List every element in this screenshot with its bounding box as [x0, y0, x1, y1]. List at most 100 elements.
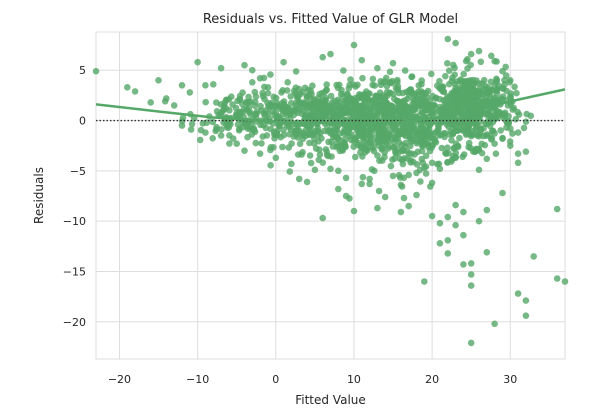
scatter-point — [418, 81, 425, 88]
scatter-point — [202, 129, 209, 136]
scatter-point — [385, 145, 392, 152]
scatter-point — [470, 118, 478, 125]
scatter-point — [553, 275, 561, 282]
scatter-point — [248, 131, 256, 138]
scatter-point — [335, 167, 342, 175]
scatter-point — [257, 102, 264, 110]
scatter-point — [194, 58, 201, 66]
scatter-point — [335, 185, 342, 193]
scatter-point — [470, 86, 478, 94]
scatter-point — [467, 61, 475, 69]
scatter-point — [445, 123, 452, 131]
scatter-point — [345, 85, 353, 92]
scatter-point — [358, 180, 366, 188]
scatter-point — [452, 39, 459, 47]
grid-lines — [95, 31, 566, 360]
scatter-point — [366, 97, 373, 104]
scatter-point — [383, 107, 391, 115]
scatter-point — [299, 88, 306, 96]
scatter-point — [469, 76, 477, 84]
chart-title: Residuals vs. Fitted Value of GLR Model — [203, 12, 458, 27]
scatter-point — [253, 108, 261, 115]
scatter-point — [486, 108, 493, 116]
scatter-point — [243, 99, 251, 107]
scatter-point — [483, 249, 491, 256]
scatter-point — [279, 143, 286, 151]
scatter-point — [455, 101, 463, 109]
x-tick-label: −10 — [186, 373, 209, 386]
scatter-point — [232, 104, 240, 112]
scatter-point — [369, 81, 376, 89]
scatter-point — [348, 116, 356, 123]
scatter-point — [295, 105, 303, 113]
scatter-point — [390, 115, 398, 122]
scatter-point — [342, 174, 350, 182]
scatter-point — [334, 102, 341, 109]
scatter-point — [460, 151, 468, 158]
scatter-point — [270, 93, 278, 101]
scatter-point — [366, 180, 373, 188]
scatter-point — [495, 109, 503, 117]
scatter-point — [431, 136, 439, 143]
scatter-point — [475, 217, 483, 225]
scatter-point — [307, 125, 315, 133]
scatter-point — [347, 76, 354, 83]
scatter-point — [407, 142, 414, 150]
scatter-point — [553, 205, 561, 213]
scatter-point — [402, 122, 410, 130]
scatter-point — [400, 194, 408, 202]
scatter-point — [387, 162, 395, 170]
scatter-point — [413, 191, 420, 199]
scatter-point — [374, 64, 381, 72]
scatter-point — [460, 70, 468, 78]
scatter-point — [286, 168, 294, 175]
scatter-point — [300, 99, 307, 106]
scatter-point — [345, 107, 353, 114]
scatter-point — [375, 129, 382, 137]
scatter-point — [507, 142, 514, 149]
scatter-point — [306, 101, 314, 109]
scatter-point — [462, 131, 470, 138]
scatter-point — [398, 147, 406, 155]
scatter-point — [330, 133, 337, 141]
scatter-point — [305, 86, 312, 94]
scatter-point — [421, 278, 428, 285]
scatter-point — [202, 82, 209, 89]
scatter-point — [163, 95, 170, 102]
scatter-point — [444, 144, 451, 151]
scatter-point — [303, 178, 311, 186]
scatter-point — [491, 82, 498, 89]
scatter-point — [252, 98, 259, 106]
scatter-point — [522, 312, 530, 320]
scatter-point — [355, 111, 363, 119]
scatter-point — [451, 93, 458, 101]
scatter-point — [363, 145, 370, 152]
scatter-point — [432, 95, 439, 102]
scatter-point — [92, 67, 100, 75]
scatter-point — [366, 111, 374, 118]
scatter-point — [259, 89, 266, 97]
scatter-point — [417, 178, 424, 185]
scatter-point — [478, 140, 486, 148]
scatter-point — [335, 130, 343, 137]
scatter-point — [464, 102, 472, 109]
scatter-point — [464, 95, 472, 103]
scatter-point — [328, 109, 336, 117]
scatter-point — [217, 109, 225, 117]
scatter-point — [493, 90, 501, 97]
scatter-point — [510, 104, 518, 112]
scatter-point — [147, 99, 154, 106]
scatter-point — [319, 53, 327, 61]
scatter-point — [514, 129, 522, 136]
scatter-point — [375, 187, 383, 195]
scatter-point — [405, 202, 413, 210]
scatter-point — [448, 137, 455, 144]
scatter-point — [488, 52, 495, 60]
scatter-point — [368, 126, 375, 133]
scatter-point — [187, 126, 195, 133]
x-axis-label: Fitted Value — [295, 393, 366, 407]
scatter-point — [311, 101, 319, 109]
scatter-point — [436, 219, 444, 227]
scatter-point — [392, 84, 400, 92]
scatter-point — [456, 134, 463, 142]
